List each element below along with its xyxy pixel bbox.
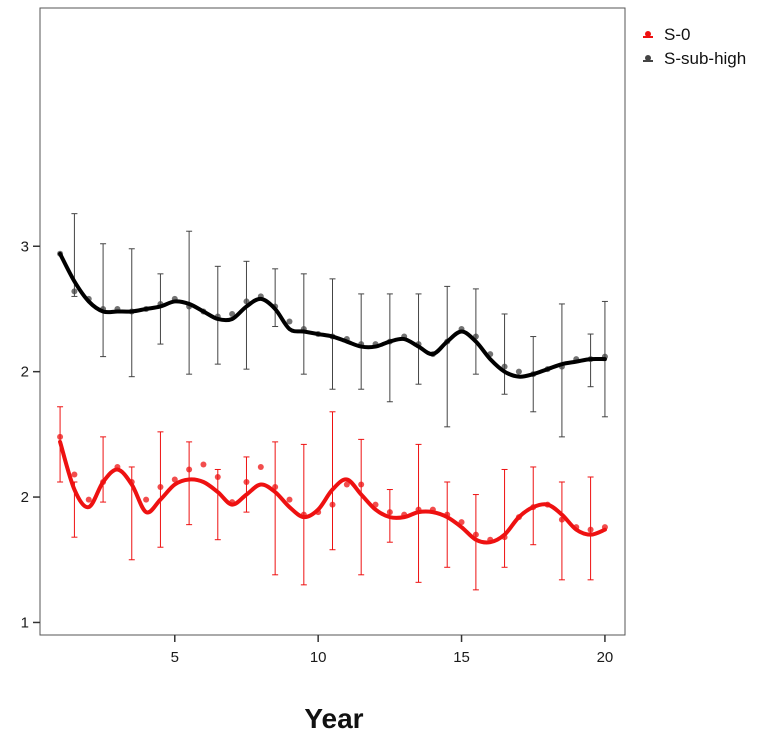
legend-label: S-0 xyxy=(664,25,690,44)
data-point xyxy=(343,481,350,488)
data-point xyxy=(214,473,221,480)
series-S-sub-high xyxy=(57,213,608,438)
data-point xyxy=(229,310,236,317)
data-point xyxy=(472,531,479,538)
data-point xyxy=(143,496,150,503)
data-point xyxy=(71,471,78,478)
x-axis: 5 10 15 20 xyxy=(171,635,614,666)
y-axis: 1 2 2 3 xyxy=(21,238,40,631)
data-point xyxy=(286,496,293,503)
data-point xyxy=(157,484,164,491)
data-point xyxy=(329,501,336,508)
smooth-line xyxy=(58,251,607,379)
x-tick-label: 5 xyxy=(171,649,179,666)
legend-key-point xyxy=(645,55,651,61)
legend-label: S-sub-high xyxy=(664,49,746,68)
data-point xyxy=(587,526,594,533)
data-point xyxy=(171,476,178,483)
data-point xyxy=(501,363,508,370)
data-point xyxy=(515,368,522,375)
y-tick-label: 3 xyxy=(21,238,29,255)
legend-key-point xyxy=(645,31,651,37)
x-axis-label: Year xyxy=(304,703,363,734)
series-layer xyxy=(57,213,608,591)
y-tick-label: 1 xyxy=(21,614,29,631)
x-tick-label: 20 xyxy=(597,649,614,666)
data-point xyxy=(57,433,64,440)
data-point xyxy=(85,496,92,503)
data-point xyxy=(200,461,207,468)
data-point xyxy=(358,481,365,488)
data-point xyxy=(257,463,264,470)
data-point xyxy=(71,288,78,295)
y-tick-label: 2 xyxy=(21,364,29,381)
x-tick-label: 15 xyxy=(453,649,470,666)
x-tick-label: 10 xyxy=(310,649,327,666)
data-point xyxy=(386,509,393,516)
data-point xyxy=(286,318,293,325)
data-point xyxy=(186,466,193,473)
smooth-line xyxy=(58,439,607,545)
series-S-0 xyxy=(57,406,608,591)
data-point xyxy=(243,479,250,486)
y-tick-label: 2 xyxy=(21,489,29,506)
legend: S-0 S-sub-high xyxy=(643,25,746,68)
